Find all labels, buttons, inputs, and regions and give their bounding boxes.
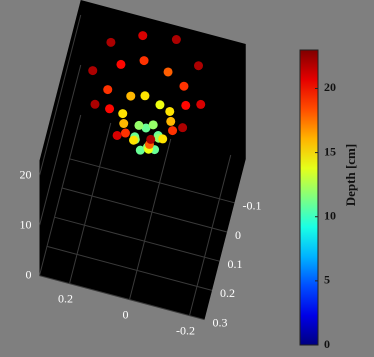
data-point: [179, 81, 189, 91]
data-point: [103, 85, 113, 95]
grid-line: [69, 158, 235, 204]
data-point: [90, 99, 100, 109]
grid-line: [61, 187, 228, 233]
data-point: [116, 59, 126, 69]
data-point: [163, 67, 173, 77]
colorbar-tick-label: 15: [324, 144, 336, 158]
x-tick-label: -0.2: [176, 323, 195, 337]
x-tick-label: 0: [123, 307, 129, 321]
z-tick-label: 0: [26, 267, 32, 281]
y-tick-label: 0.1: [228, 257, 243, 271]
grid-line: [129, 138, 172, 300]
z-tick-label: 10: [20, 217, 32, 231]
data-point: [165, 106, 175, 116]
data-point: [134, 120, 144, 130]
data-point: [126, 91, 136, 101]
data-point: [196, 99, 206, 109]
data-point: [141, 123, 151, 133]
grid-line: [69, 122, 112, 284]
data-point: [129, 135, 139, 145]
data-point: [178, 123, 188, 133]
data-point: [166, 116, 176, 126]
plot-box: [39, 0, 246, 320]
grid-line: [39, 64, 82, 226]
data-point: [138, 31, 148, 41]
colorbar-scale: [299, 49, 319, 346]
data-point: [140, 91, 150, 101]
data-point: [194, 61, 203, 71]
data-point: [106, 37, 116, 47]
y-tick-label: 0.3: [213, 315, 228, 329]
data-point: [181, 100, 191, 110]
data-point: [168, 126, 178, 136]
data-point: [118, 109, 128, 119]
data-point: [139, 56, 149, 66]
grid-line: [39, 114, 82, 276]
data-point: [112, 130, 122, 140]
data-point: [135, 145, 145, 155]
grid-line: [39, 275, 205, 321]
data-point: [105, 104, 115, 114]
colorbar-tick-label: 20: [324, 80, 336, 94]
grid-line: [39, 14, 82, 176]
y-tick-label: -0.1: [243, 199, 262, 213]
data-point: [148, 120, 158, 130]
y-tick-label: 0.2: [220, 286, 235, 300]
grid-line: [54, 216, 220, 262]
data-point: [88, 66, 98, 76]
y-tick-label: 0: [235, 228, 241, 242]
data-point: [158, 134, 168, 144]
colorbar-tick-label: 0: [324, 337, 330, 351]
grid-line: [46, 245, 213, 291]
data-point: [120, 128, 130, 138]
data-point: [171, 35, 181, 45]
grid-line: [189, 154, 232, 316]
z-tick-label: 20: [20, 167, 32, 181]
data-point: [146, 134, 156, 144]
colorbar-tick-label: 5: [324, 273, 330, 287]
data-point: [155, 100, 165, 110]
colorbar-tick-label: 10: [324, 208, 336, 222]
colorbar: Depth [cm] 0 5 10 15 20: [299, 49, 358, 351]
x-tick-label: 0.2: [58, 291, 73, 305]
data-point: [119, 119, 129, 129]
colorbar-label: Depth [cm]: [343, 144, 358, 206]
